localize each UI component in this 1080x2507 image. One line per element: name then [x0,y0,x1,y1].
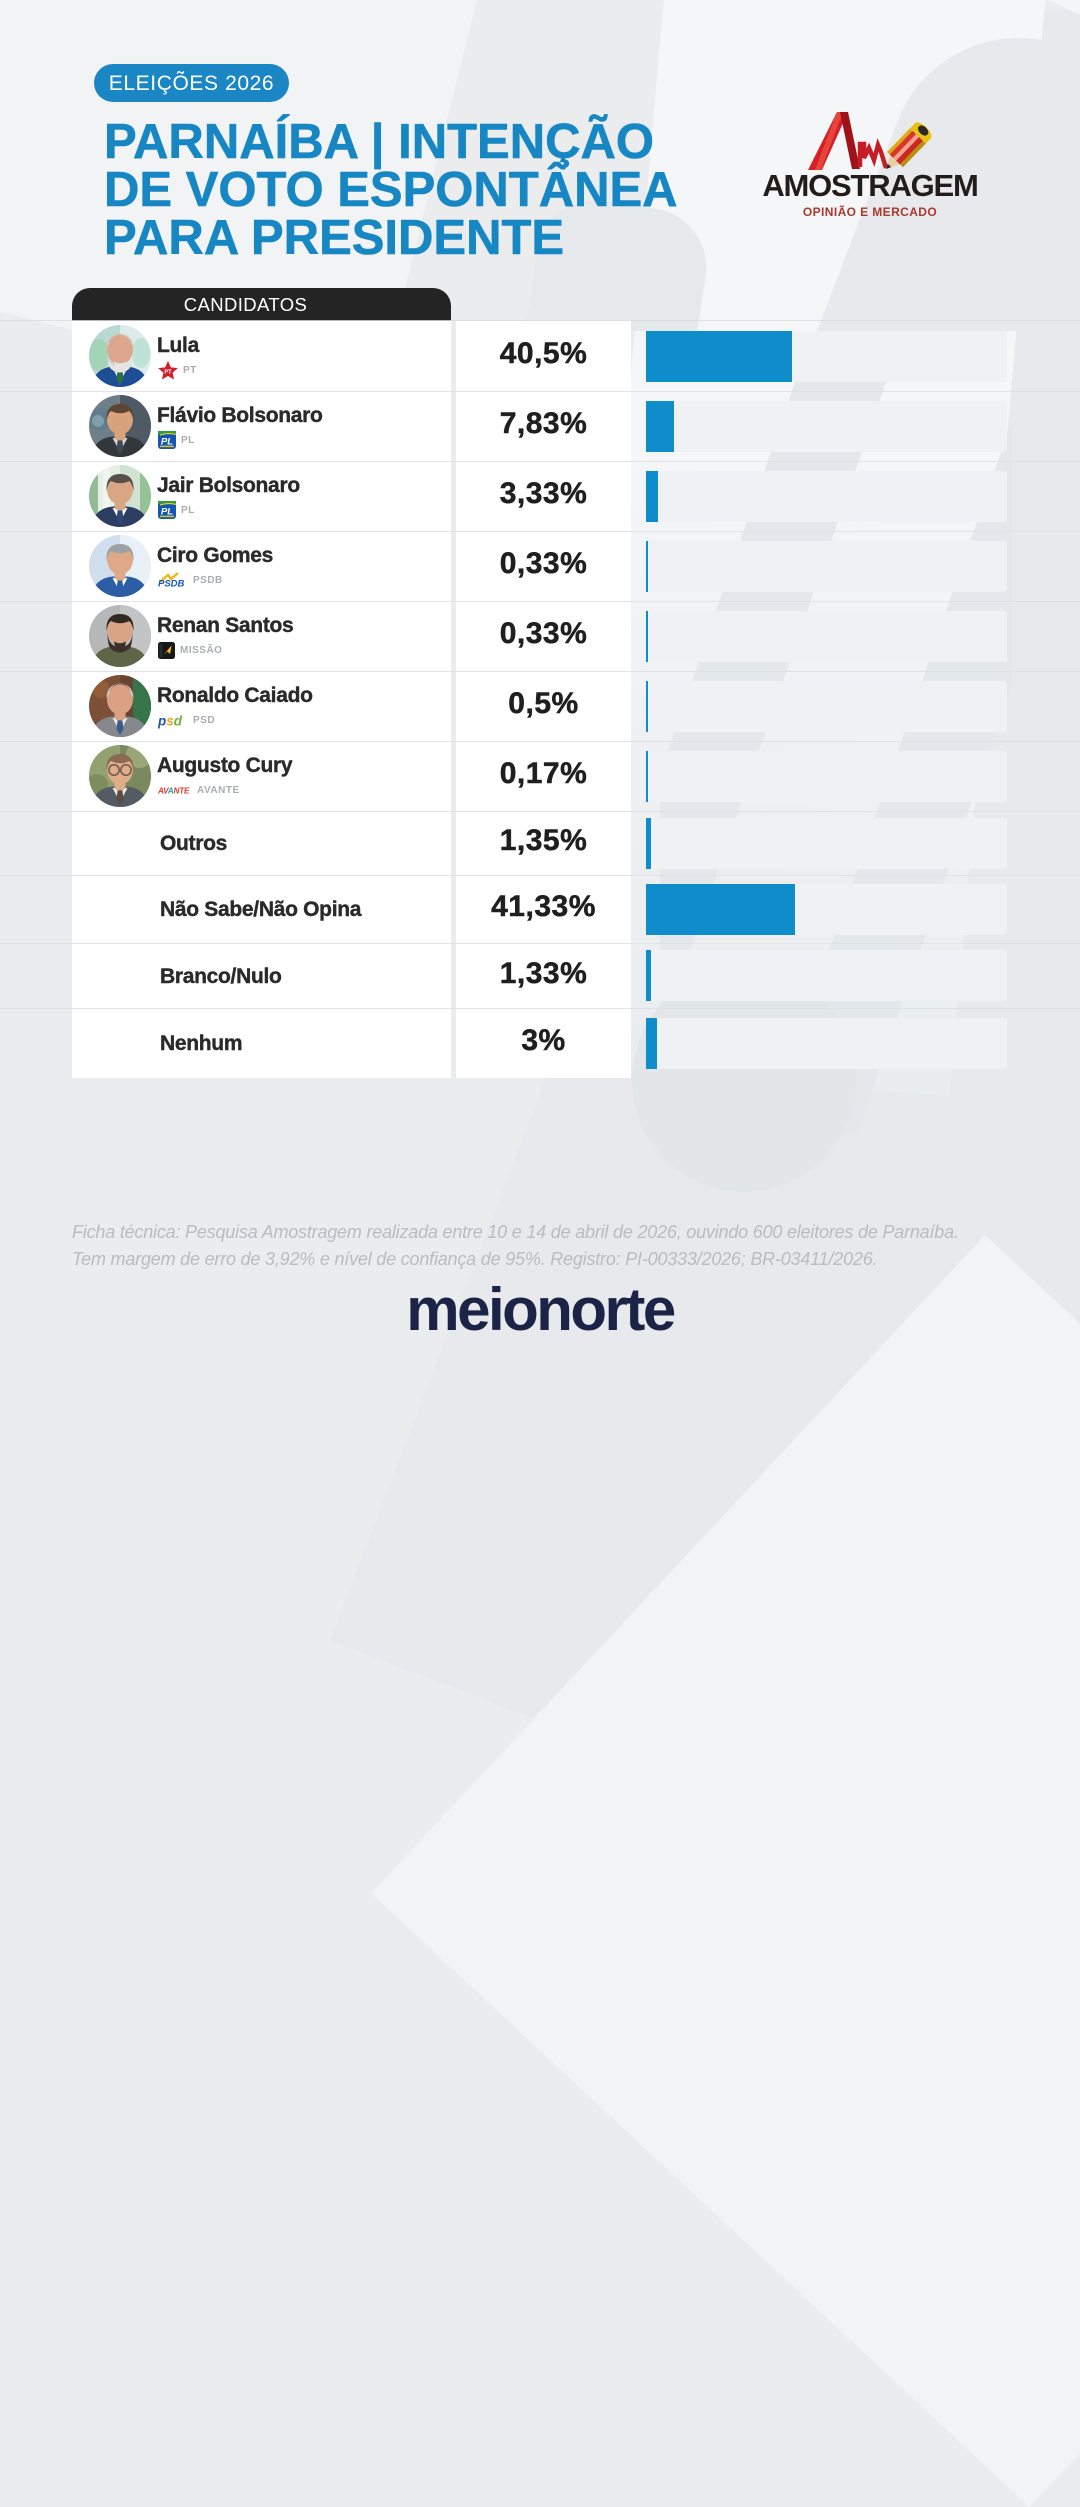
svg-text:PL: PL [161,437,173,448]
svg-text:PL: PL [161,507,173,518]
svg-text:AVANTE: AVANTE [158,787,190,796]
svg-text:PT: PT [164,369,172,375]
svg-text:psd: psd [158,713,183,728]
svg-text:PSDB: PSDB [158,579,185,589]
